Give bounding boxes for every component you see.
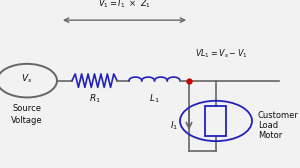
Text: $I_1$: $I_1$ <box>170 120 178 132</box>
Text: $R_1$: $R_1$ <box>88 92 101 105</box>
Text: Motor: Motor <box>258 131 282 140</box>
Text: Voltage: Voltage <box>11 116 43 125</box>
Text: $V_1 = I_1\ \times\ Z_1$: $V_1 = I_1\ \times\ Z_1$ <box>98 0 151 10</box>
Text: Source: Source <box>13 104 41 113</box>
Bar <box>206 106 226 136</box>
Text: Customer: Customer <box>258 111 299 120</box>
Text: Load: Load <box>258 121 278 130</box>
Text: $VL_1 = V_s - V_1$: $VL_1 = V_s - V_1$ <box>195 48 247 60</box>
Text: $L_1$: $L_1$ <box>149 92 160 105</box>
Text: $V_s$: $V_s$ <box>21 73 33 85</box>
